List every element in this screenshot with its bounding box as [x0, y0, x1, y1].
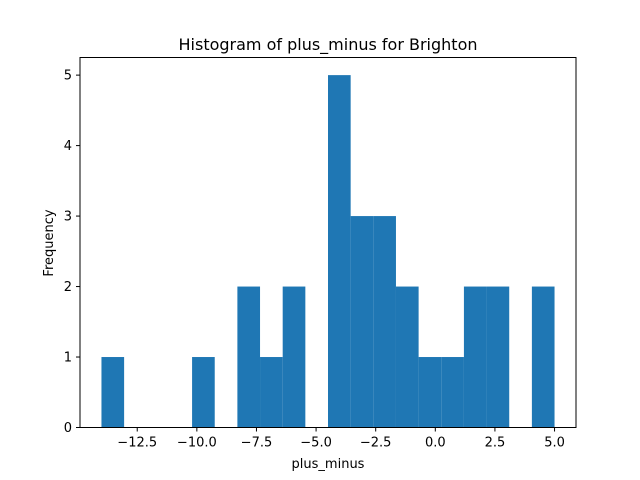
x-tick-label: −5.0	[300, 436, 332, 451]
histogram-bar	[328, 75, 351, 428]
bars-group	[101, 75, 555, 428]
y-axis-label: Frequency	[42, 209, 57, 276]
y-ticks-group: 0 1 2 3 4 5	[64, 69, 80, 436]
y-tick-label: 5	[64, 69, 72, 84]
y-tick-label: 0	[64, 421, 72, 436]
histogram-bar	[373, 216, 396, 428]
y-tick-label: 4	[64, 139, 72, 154]
histogram-bar	[350, 216, 374, 428]
histogram-bar	[463, 286, 487, 428]
x-tick-label: −12.5	[117, 436, 157, 451]
chart-title: Histogram of plus_minus for Brighton	[179, 35, 478, 55]
histogram-bar	[531, 286, 555, 428]
histogram-bar	[486, 286, 510, 428]
x-axis-label: plus_minus	[292, 457, 365, 472]
histogram-bar	[441, 357, 464, 428]
histogram-bar	[192, 357, 215, 428]
x-tick-label: −7.5	[241, 436, 273, 451]
histogram-bar	[237, 286, 261, 428]
histogram-bar	[395, 286, 419, 428]
plot-frame	[79, 57, 577, 428]
histogram-bar	[260, 357, 283, 428]
y-tick-label: 3	[64, 210, 72, 225]
y-tick-label: 1	[64, 351, 72, 366]
y-tick-label: 2	[64, 280, 72, 295]
x-tick-label: −10.0	[177, 436, 217, 451]
histogram-bar	[282, 286, 306, 428]
x-ticks-group: −12.5 −10.0 −7.5 −5.0 −2.5 0.0 2.5 5.0	[117, 427, 565, 451]
x-tick-label: −2.5	[360, 436, 392, 451]
x-tick-label: 5.0	[544, 436, 565, 451]
x-tick-label: 0.0	[425, 436, 446, 451]
x-tick-label: 2.5	[485, 436, 506, 451]
histogram-bar	[418, 357, 442, 428]
histogram-bar	[101, 357, 125, 428]
